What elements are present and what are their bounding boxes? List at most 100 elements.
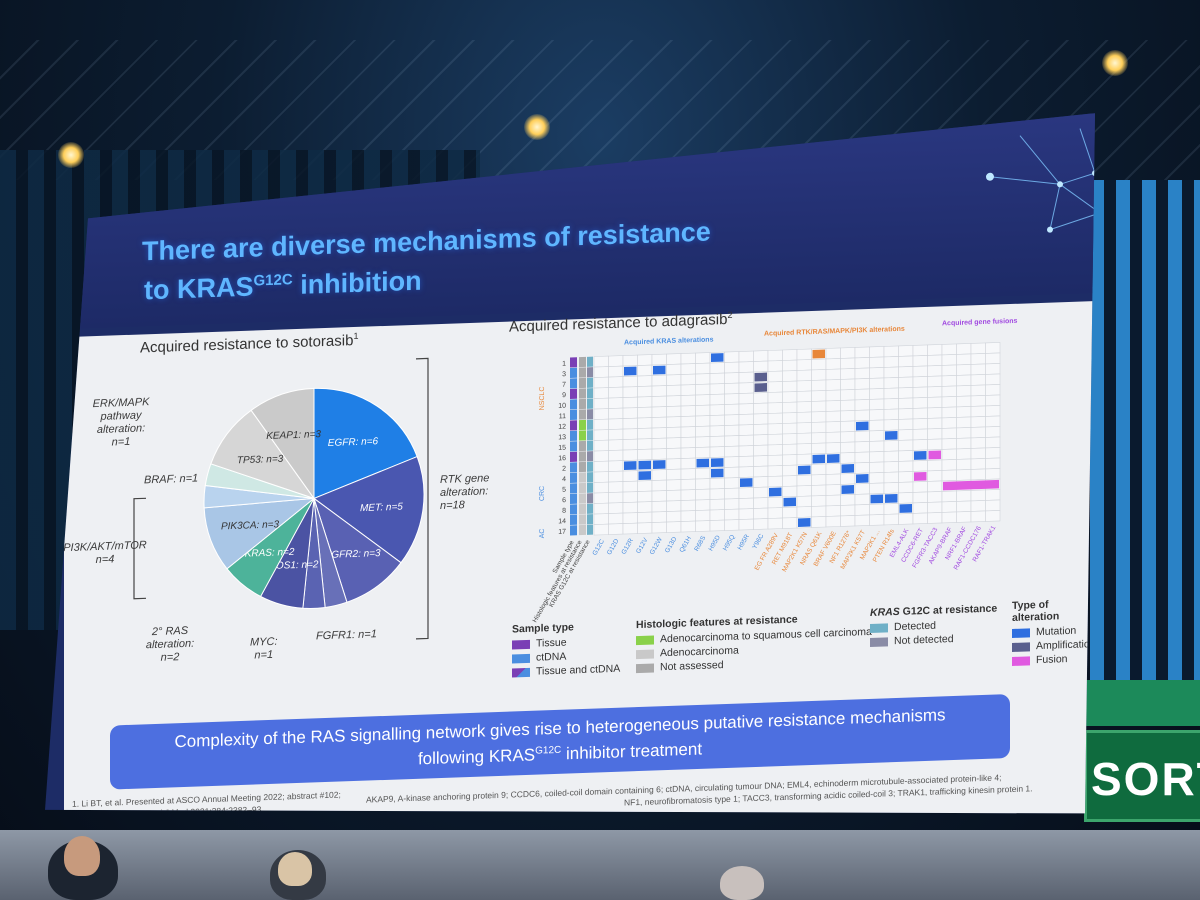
grid-cell <box>797 349 812 360</box>
grid-cell <box>609 366 624 377</box>
row-label: 14 <box>558 518 566 525</box>
grid-cell <box>971 427 986 438</box>
grid-cell <box>638 407 653 418</box>
grid-cell <box>942 365 957 376</box>
grid-cell <box>841 505 856 516</box>
slide-content: Acquired resistance to sotorasib1 EGFR: … <box>64 301 1098 877</box>
grid-cell <box>594 524 609 535</box>
grid-cell <box>971 364 986 375</box>
grid-cell <box>681 521 696 532</box>
swatch-detected <box>870 623 888 633</box>
grid-cell <box>681 416 696 427</box>
grid-cell <box>899 513 914 524</box>
amplification-cell <box>755 373 768 382</box>
grid-cell <box>739 509 754 520</box>
grid-cell <box>899 440 914 451</box>
grid-cell <box>696 395 711 406</box>
row-label: 11 <box>559 413 566 420</box>
grid-cell <box>841 452 856 463</box>
annotation-column-label: Histologic features at resistance <box>532 539 584 624</box>
legend-sample-title: Sample type <box>512 621 574 636</box>
grid-cell <box>928 365 943 376</box>
grid-cell <box>797 454 812 465</box>
grid-cell <box>754 456 769 467</box>
grid-cell <box>623 492 638 503</box>
histology-cell <box>579 483 586 493</box>
grid-cell <box>870 430 885 441</box>
grid-cell <box>899 482 914 493</box>
grid-cell <box>768 392 783 403</box>
grid-cell <box>942 344 957 355</box>
grid-cell <box>884 503 899 514</box>
grid-cell <box>652 428 667 439</box>
grid-cell <box>986 500 1001 511</box>
grid-cell <box>710 478 725 489</box>
grid-cell <box>609 513 624 524</box>
grid-cell <box>899 471 914 482</box>
swatch-amplification <box>1012 642 1030 652</box>
pi3k-label: PI3K/AKT/mTOR n=4 <box>60 539 150 568</box>
rtk-bracket <box>414 354 434 645</box>
grid-cell <box>884 451 899 462</box>
grid-cell <box>725 488 740 499</box>
grid-cell <box>913 460 928 471</box>
grid-cell <box>826 442 841 453</box>
grid-cell <box>812 464 827 475</box>
grid-cell <box>913 418 928 429</box>
grid-cell <box>899 419 914 430</box>
grid-cell <box>942 354 957 365</box>
grid-cell <box>667 364 682 375</box>
grid-cell <box>667 480 682 491</box>
grid-cell <box>710 436 725 447</box>
grid-cell <box>957 501 972 512</box>
grid-cell <box>913 429 928 440</box>
grid-cell <box>942 417 957 428</box>
amplification-cell <box>755 383 768 392</box>
grid-cell <box>855 357 870 368</box>
grid-cell <box>754 424 769 435</box>
grid-cell <box>768 445 783 456</box>
grid-cell <box>768 476 783 487</box>
grid-cell <box>652 470 667 481</box>
grid-cell <box>841 515 856 526</box>
pie-slice-label: MET: n=5 <box>360 502 403 515</box>
grid-cell <box>783 413 798 424</box>
grid-cell <box>957 375 972 386</box>
grid-cell <box>884 367 899 378</box>
grid-cell <box>594 398 609 409</box>
histology-cell <box>579 357 586 367</box>
grid-cell <box>681 448 696 459</box>
grid-cell <box>739 362 754 373</box>
mutation-cell <box>639 471 652 480</box>
grid-cell <box>594 430 609 441</box>
rtk-line-2: alteration: <box>440 485 489 499</box>
mutation-cell <box>842 485 855 494</box>
sample-type-cell <box>570 399 577 409</box>
grid-cell <box>638 386 653 397</box>
grid-cell <box>754 445 769 456</box>
grid-cell <box>913 513 928 524</box>
grid-cell <box>623 471 638 482</box>
grid-cell <box>710 415 725 426</box>
grid-cell <box>681 469 696 480</box>
sample-type-cell <box>570 357 577 367</box>
grid-cell <box>812 401 827 412</box>
grid-cell <box>812 474 827 485</box>
grid-cell <box>754 477 769 488</box>
grid-cell <box>986 374 1001 385</box>
pie-slice-label: KEAP1: n=3 <box>266 429 321 442</box>
grid-cell <box>913 408 928 419</box>
grid-cell <box>609 419 624 430</box>
grid-cell <box>623 523 638 534</box>
row-label: 15 <box>558 445 566 452</box>
grid-cell <box>826 369 841 380</box>
grid-cell <box>870 388 885 399</box>
row-label: 16 <box>558 455 566 462</box>
grid-cell <box>841 389 856 400</box>
kras-status-cell <box>587 388 593 398</box>
column-label: H95D <box>708 534 723 552</box>
grid-cell <box>826 421 841 432</box>
grid-cell <box>652 386 667 397</box>
grid-cell <box>594 514 609 525</box>
grid-cell <box>855 431 870 442</box>
